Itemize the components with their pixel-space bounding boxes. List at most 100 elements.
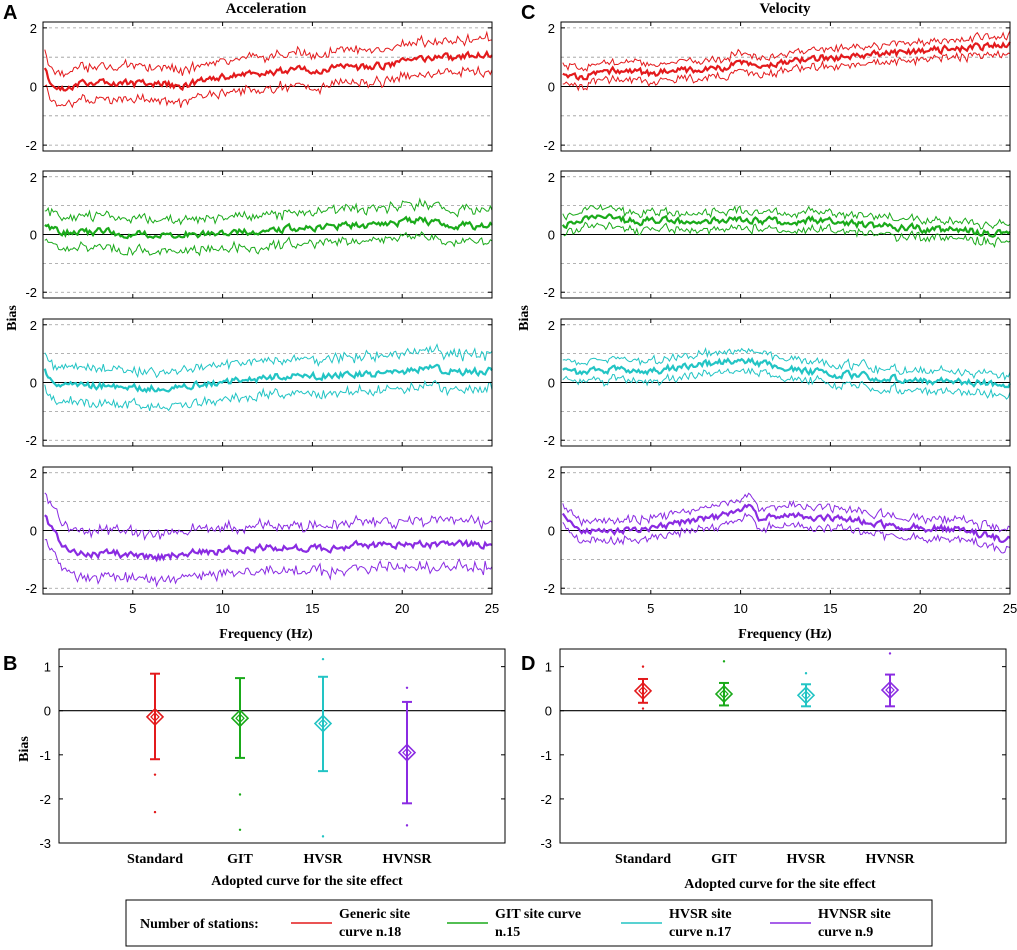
- ytick-label: 2: [548, 318, 555, 333]
- ytick-label: -2: [25, 138, 37, 153]
- subplot-a-hvnsr: 20-25 10 15 20 25: [25, 466, 499, 616]
- mean-marker-outer: [230, 709, 250, 728]
- mean-marker-inner: [719, 689, 729, 699]
- ylabel-acceleration: Bias: [5, 305, 20, 331]
- legend-hvnsr-line2: curve n.9: [818, 925, 873, 940]
- subplot-c-hvnsr: 20-25 10 15 20 25: [543, 466, 1017, 616]
- xlabel-acceleration: Frequency (Hz): [219, 627, 313, 642]
- outlier-point: [888, 652, 892, 655]
- mean-marker-outer: [397, 743, 417, 762]
- mean-marker-inner: [638, 686, 648, 696]
- ytick-label: -1: [540, 748, 552, 763]
- ytick-label: -3: [540, 836, 552, 851]
- series-lower-hvnsr: [562, 512, 1011, 554]
- category-label: Standard: [127, 852, 183, 867]
- ylabel-velocity: Bias: [517, 305, 532, 331]
- outlier-point: [405, 824, 409, 827]
- ytick-label: 2: [548, 466, 555, 481]
- outlier-point: [405, 686, 409, 689]
- subplot-c-git: 2 0 -2: [543, 170, 1011, 300]
- ytick-label: 1: [44, 660, 51, 675]
- legend-hvsr-line1: HVSR site: [669, 907, 732, 922]
- series-upper-generic: [44, 30, 493, 78]
- errorbar-panel-d: 1 0 -1 -2 -3 Standard GIT HVSR HVNSR: [540, 648, 1007, 867]
- series-upper-hvsr: [562, 347, 1011, 381]
- mean-marker-outer: [313, 714, 333, 733]
- series-upper-generic: [562, 30, 1011, 72]
- series-lower-git: [44, 231, 493, 257]
- series-lower-hvsr: [44, 379, 493, 412]
- ytick-label: -2: [540, 792, 552, 807]
- xtick-label: 5: [647, 601, 654, 616]
- xlabel-velocity: Frequency (Hz): [738, 627, 832, 642]
- mean-marker-outer: [145, 707, 165, 727]
- series-mean-generic: [562, 41, 1011, 82]
- errorbar-panel-b: 1 0 -1 -2 -3 Standard GIT HVSR HVNSR: [39, 648, 506, 867]
- ytick-label: 2: [30, 318, 37, 333]
- outlier-point: [321, 657, 325, 661]
- series-upper-hvnsr: [44, 492, 493, 541]
- legend-hvsr-line2: curve n.17: [669, 925, 731, 940]
- ytick-label: -2: [543, 138, 555, 153]
- series-lower-generic: [562, 49, 1011, 92]
- ytick-label: -2: [25, 433, 37, 448]
- xtick-label: 15: [823, 601, 837, 616]
- outlier-point: [641, 665, 645, 668]
- series-mean-git: [44, 215, 493, 240]
- legend-generic-line2: curve n.18: [339, 925, 401, 940]
- mean-marker-inner: [801, 690, 811, 701]
- ytick-label: 0: [30, 376, 37, 391]
- series-mean-hvnsr: [561, 503, 1011, 544]
- panel-letter-a: A: [3, 2, 17, 24]
- ytick-label: 0: [548, 376, 555, 391]
- subplot-c-generic: 2 0 -2: [543, 21, 1011, 153]
- xtick-label: 25: [485, 601, 499, 616]
- xtick-label: 25: [1003, 601, 1017, 616]
- series-upper-hvsr: [44, 343, 493, 379]
- series-mean-hvsr: [562, 356, 1011, 389]
- errorbar-hvsr: [796, 672, 816, 708]
- ytick-label: -2: [25, 581, 37, 596]
- errorbar-standard: [145, 672, 165, 814]
- outlier-point: [804, 672, 808, 675]
- mean-marker-outer: [714, 684, 734, 704]
- ytick-label: 0: [548, 80, 555, 95]
- series-lower-hvsr: [562, 367, 1011, 400]
- series-upper-git: [44, 197, 493, 226]
- category-label: HVSR: [787, 852, 827, 867]
- ytick-label: 2: [30, 466, 37, 481]
- mean-marker-outer: [633, 681, 653, 701]
- mean-marker-inner: [885, 685, 895, 695]
- legend-hvnsr-line1: HVNSR site: [818, 907, 891, 922]
- ytick-label: 0: [30, 524, 37, 539]
- outlier-point: [153, 810, 157, 814]
- xlabel-d: Adopted curve for the site effect: [684, 877, 876, 892]
- ytick-label: -2: [25, 285, 37, 300]
- category-label: HVNSR: [865, 852, 915, 867]
- ytick-label: 0: [548, 228, 555, 243]
- series-lower-git: [562, 221, 1011, 249]
- ytick-label: 0: [30, 80, 37, 95]
- ytick-label: 2: [30, 170, 37, 185]
- category-label: HVSR: [304, 852, 344, 867]
- ytick-label: -3: [39, 836, 51, 851]
- ytick-label: -2: [543, 433, 555, 448]
- legend-title: Number of stations:: [140, 917, 259, 932]
- outlier-point: [641, 707, 645, 710]
- xtick-label: 5: [129, 601, 136, 616]
- series-mean-git: [561, 213, 1011, 238]
- panel-letter-b: B: [3, 653, 17, 675]
- errorbar-git: [230, 677, 250, 831]
- outlier-point: [238, 793, 242, 796]
- series-mean-hvsr: [43, 363, 493, 394]
- title-acceleration: Acceleration: [226, 1, 307, 17]
- plots-layer: 20-220-220-220-25 10 15 20 2520-220-220-220-…: [25, 21, 1017, 867]
- panel-letter-d: D: [521, 653, 535, 675]
- xtick-label: 20: [395, 601, 409, 616]
- xlabel-b: Adopted curve for the site effect: [211, 874, 403, 889]
- series-lower-generic: [44, 65, 493, 109]
- errorbar-standard: [633, 665, 653, 710]
- panel-frame: [559, 648, 1007, 844]
- ytick-label: 0: [545, 704, 552, 719]
- ytick-label: 1: [545, 660, 552, 675]
